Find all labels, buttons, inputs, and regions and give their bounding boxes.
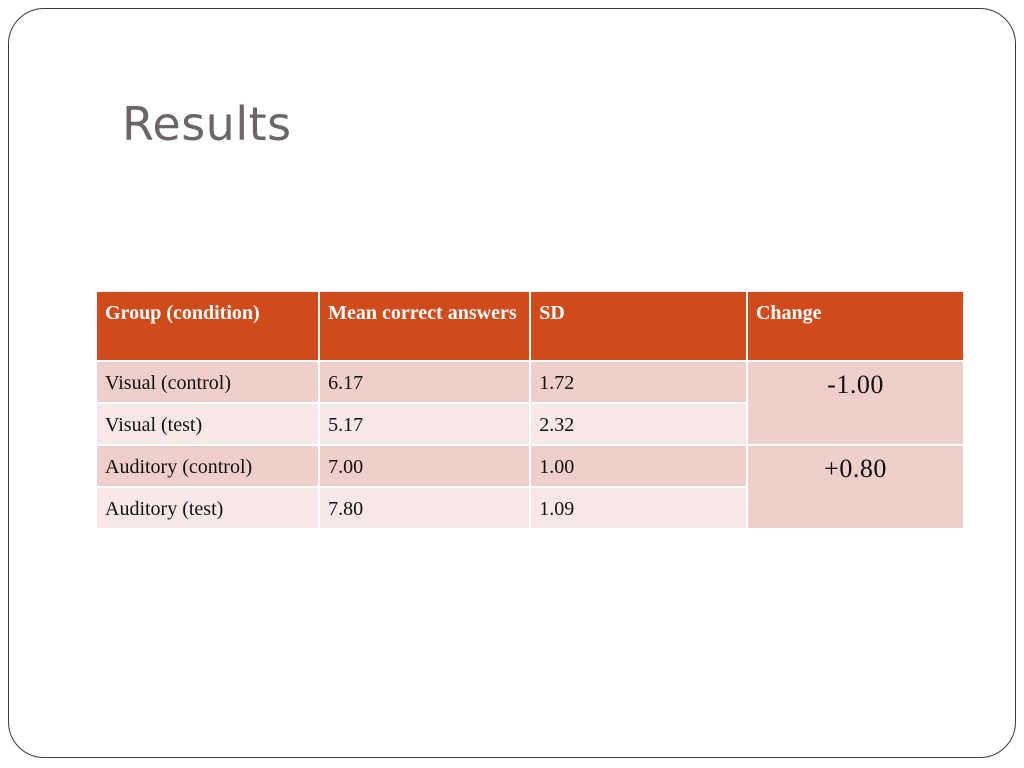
header-change: Change	[745, 290, 966, 362]
cell-change-auditory: +0.80	[745, 444, 966, 530]
header-mean: Mean correct answers	[318, 290, 532, 362]
header-sd: SD	[529, 290, 748, 362]
cell-group: Auditory (control)	[94, 444, 321, 488]
header-group: Group (condition)	[94, 290, 321, 362]
table-row: Auditory (control) 7.00 1.00 +0.80	[94, 444, 966, 530]
cell-sd: 1.72	[529, 360, 748, 404]
cell-change-visual: -1.00	[745, 360, 966, 446]
cell-sd: 1.00	[529, 444, 748, 488]
cell-mean: 6.17	[318, 360, 532, 404]
cell-group: Visual (test)	[94, 402, 321, 446]
cell-group: Visual (control)	[94, 360, 321, 404]
cell-sd: 2.32	[529, 402, 748, 446]
slide: Results Group (condition) Mean correct a…	[8, 8, 1016, 758]
table-row: Visual (test) 5.17 2.32	[94, 402, 964, 446]
cell-sd: 1.09	[529, 486, 748, 530]
cell-group: Auditory (test)	[94, 486, 321, 530]
cell-mean: 7.80	[318, 486, 532, 530]
results-table: Group (condition) Mean correct answers S…	[94, 290, 966, 530]
table-row: Visual (control) 6.17 1.72 -1.00	[94, 360, 966, 446]
slide-title: Results	[122, 97, 292, 151]
table-row: Auditory (test) 7.80 1.09	[94, 486, 964, 530]
cell-mean: 5.17	[318, 402, 532, 446]
cell-mean: 7.00	[318, 444, 532, 488]
table-header-row: Group (condition) Mean correct answers S…	[94, 290, 966, 362]
